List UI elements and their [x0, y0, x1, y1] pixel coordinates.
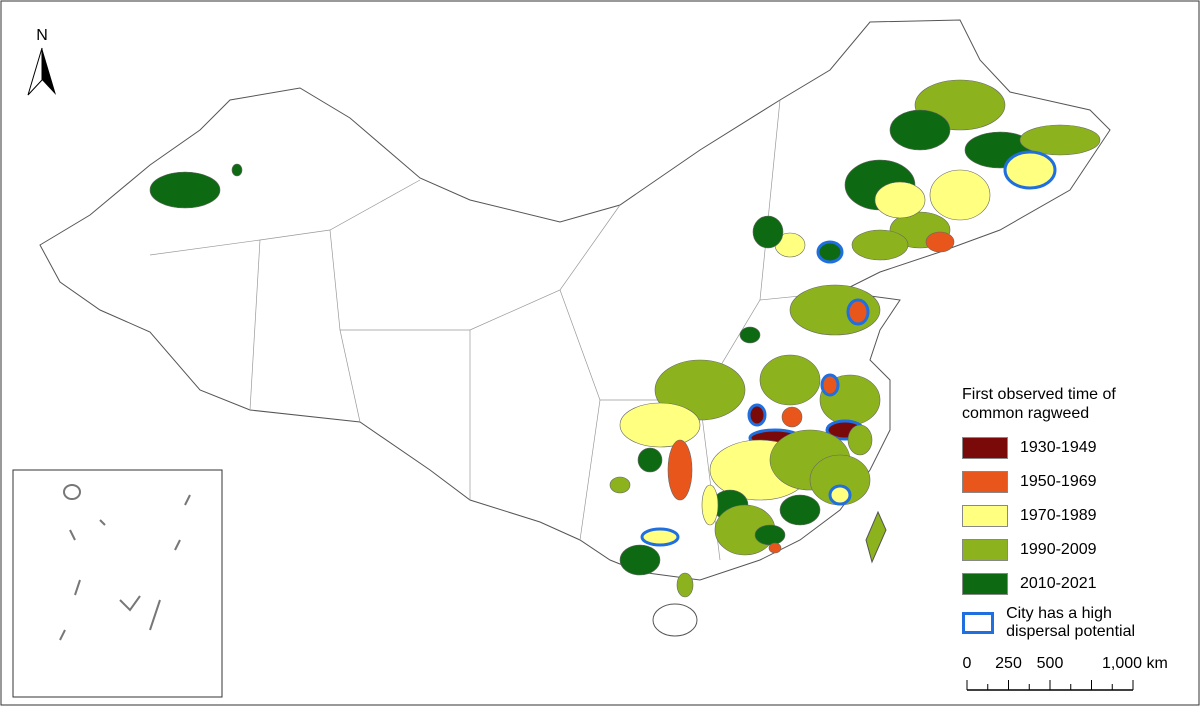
legend-swatch	[962, 573, 1008, 595]
region	[828, 484, 852, 506]
region	[846, 298, 870, 326]
legend-item: 2010-2021	[962, 567, 1162, 601]
region	[667, 439, 693, 501]
region	[925, 231, 955, 253]
region	[1019, 124, 1101, 156]
legend-label: 1950-1969	[1020, 473, 1097, 490]
scale-label: 250	[995, 655, 1022, 672]
legend-item: 1950-1969	[962, 465, 1162, 499]
north-label: N	[36, 27, 48, 44]
region	[847, 424, 873, 456]
legend-label: 1970-1989	[1020, 507, 1097, 524]
region	[149, 171, 221, 209]
legend-label: City has a high dispersal potential	[1006, 605, 1136, 640]
north-arrow	[42, 48, 56, 95]
north-arrow	[27, 47, 43, 96]
region	[1003, 150, 1057, 190]
region	[816, 240, 844, 264]
legend-swatch	[962, 471, 1008, 493]
legend-swatch	[962, 437, 1008, 459]
regions	[149, 79, 1101, 598]
region	[851, 229, 909, 261]
island	[652, 603, 698, 637]
region	[781, 406, 803, 428]
legend: First observed time of common ragweed 19…	[962, 385, 1162, 645]
legend-title: First observed time of common ragweed	[962, 386, 1116, 422]
legend-label: 2010-2021	[1020, 575, 1097, 592]
legend-item: 1970-1989	[962, 499, 1162, 533]
region	[231, 163, 243, 177]
region	[752, 215, 784, 249]
legend-label: 1990-2009	[1020, 541, 1097, 558]
island	[865, 510, 887, 564]
region	[747, 403, 767, 427]
region	[820, 373, 840, 397]
region	[701, 484, 719, 526]
region	[609, 476, 631, 494]
legend-item: 1990-2009	[962, 533, 1162, 567]
region	[929, 169, 991, 221]
legend-label: 1930-1949	[1020, 439, 1097, 456]
region	[874, 181, 926, 219]
inset-map	[12, 469, 223, 698]
region	[640, 527, 680, 547]
scale-bar: 0 250 500 1,000 km	[963, 655, 1168, 691]
inset-islands	[59, 484, 191, 641]
legend-swatch	[962, 612, 995, 634]
region	[759, 354, 821, 406]
scale-label: 1,000 km	[1102, 655, 1168, 672]
region	[637, 447, 663, 473]
region	[754, 524, 786, 546]
legend-swatch	[962, 505, 1008, 527]
region	[739, 326, 761, 344]
legend-swatch	[962, 539, 1008, 561]
province-borders	[149, 99, 841, 561]
legend-item: 1930-1949	[962, 431, 1162, 465]
scale-label: 0	[963, 655, 972, 672]
scale-label: 500	[1037, 655, 1064, 672]
legend-item: City has a high dispersal potential	[962, 601, 1162, 645]
region	[619, 544, 661, 576]
region	[768, 542, 782, 554]
region	[619, 402, 701, 448]
region	[779, 494, 821, 526]
region	[889, 109, 951, 151]
region	[676, 572, 694, 598]
